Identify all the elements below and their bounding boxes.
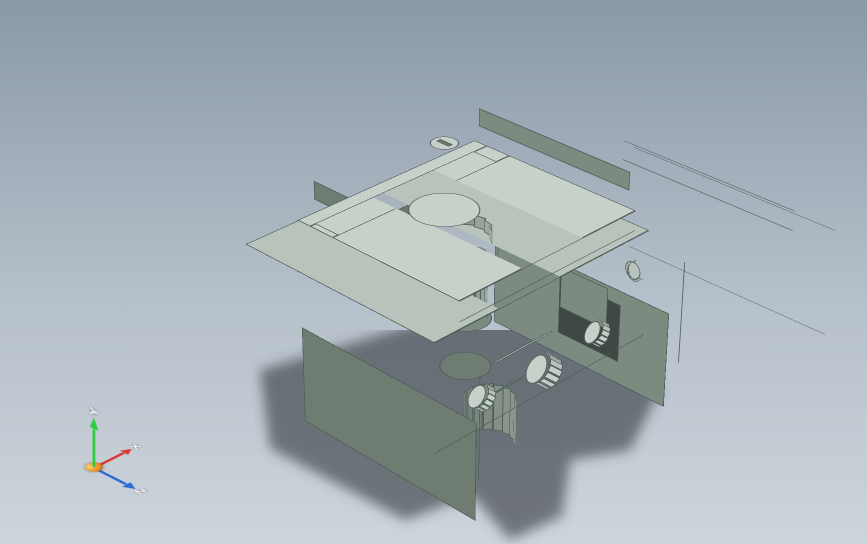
axis-triad[interactable]: Y X Z xyxy=(34,402,154,522)
bottom-boss-side xyxy=(513,395,516,447)
edge xyxy=(634,147,836,230)
edge xyxy=(678,262,685,363)
edge xyxy=(622,159,792,230)
cad-viewport[interactable]: Y X Z xyxy=(0,0,867,544)
right-pin2-side xyxy=(642,269,650,277)
edge xyxy=(623,140,794,211)
bottom-boss-cap xyxy=(428,346,502,385)
right-pin2-side xyxy=(640,265,649,273)
